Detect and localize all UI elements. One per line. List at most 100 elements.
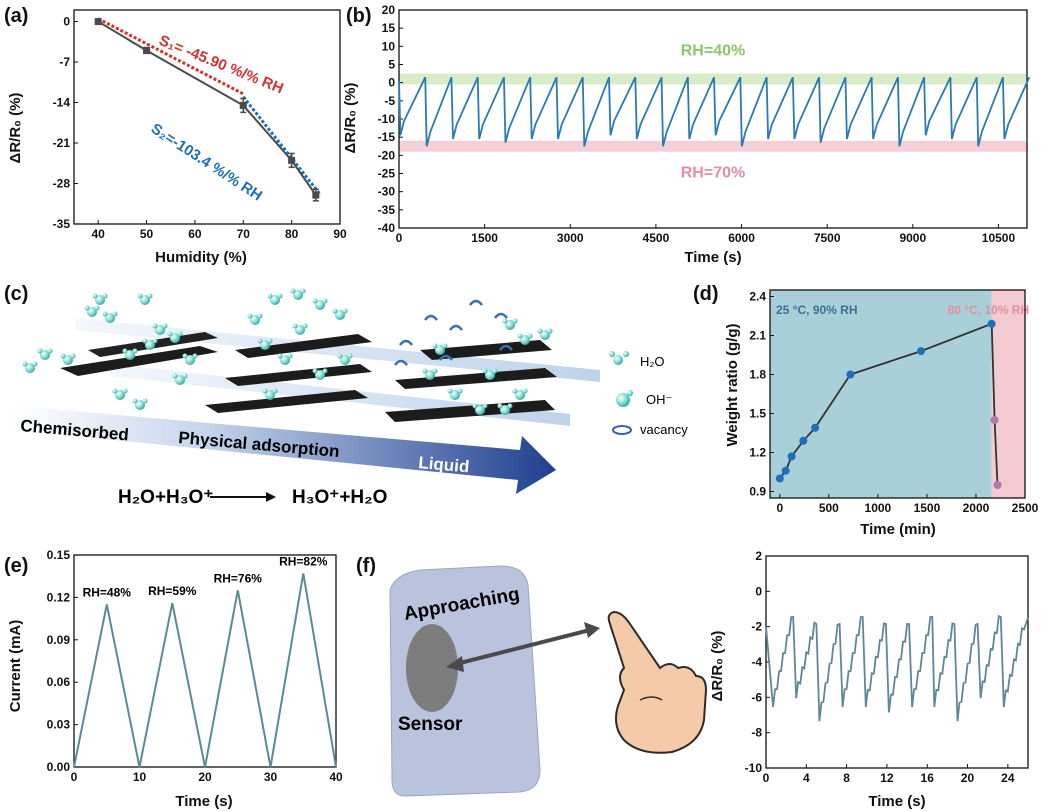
approach-arrow [455,628,591,666]
water-molecule-h [290,288,296,294]
water-molecule [520,335,530,345]
water-molecule-h [512,318,518,324]
water-molecule-h [262,388,268,394]
water-molecule-h [60,353,66,359]
chart-a-xtick-label: 50 [140,227,154,241]
legend-oh: OH⁻ [646,392,672,407]
chart-a-xtick-label: 70 [237,227,251,241]
water-molecule-h [522,388,528,394]
water-molecule-h [137,293,143,299]
water-molecules [22,288,553,415]
chart-d-region [770,290,992,498]
water-molecule [475,405,485,415]
water-molecule [145,340,155,350]
water-molecule-h [32,361,38,367]
graphene-sheet [235,334,372,358]
water-molecule [293,290,303,300]
water-molecule-h [152,338,158,344]
chart-b-ylabel: ΔR/R₀ (%) [342,83,359,154]
water-molecule-h [167,331,173,337]
chart-a-frame [73,9,341,225]
chart-e-ytick-label: 0.15 [47,548,71,562]
water-molecule-h [142,398,148,404]
chart-d-series-line [779,322,999,486]
chart-e-ylabel: Current (mA) [7,620,24,713]
chart-b-series-line [398,76,1031,147]
water-molecule-h [537,328,543,334]
chart-d-xtick-label: 2000 [963,501,990,515]
graphene-sheet [395,368,557,389]
chart-d-ytick-label: 1.2 [749,446,766,460]
water-molecule-h [92,293,98,299]
chart-b-band-label: RH=70% [681,165,745,182]
legend-vacancy: vacancy [640,422,688,437]
chart-e-annotation: RH=59% [148,584,197,598]
schematic-c: H₂O OH⁻ vacancy Chemisorbed Physical ads… [12,288,688,508]
water-molecule-h [182,353,188,359]
chart-b-xtick-label: 10500 [982,231,1016,245]
water-molecule-h [432,368,438,374]
chart-d-ytick-label: 2.1 [749,329,766,343]
water-molecule [95,295,105,305]
water-molecule [125,350,135,360]
chart-e-xtick-label: 20 [198,770,212,784]
chart-e-xtick-label: 0 [71,770,78,784]
sensor-electrode [406,624,458,712]
water-molecule-h [267,338,273,344]
chart-b-ytick-label: 20 [382,3,396,17]
finger-crease [639,696,663,701]
water-molecule [425,370,435,380]
chart-d-xtick-label: 2500 [1012,501,1039,515]
water-molecule [265,390,275,400]
water-molecule-h [432,343,438,349]
chart-d-point [799,436,808,445]
chart-d-point [775,474,784,483]
chart-a-ytick-label: -28 [53,177,71,191]
water-molecule-h [122,388,128,394]
chart-a-point [94,18,102,26]
chart-e: Current (mA) Time (s) 0 10 20 30 40 0.00 0.03 0… [7,548,343,810]
chart-b-xtick-label: 9000 [899,231,926,245]
water-molecule-h [482,403,488,409]
chart-d-ytick-label: 1.8 [749,368,766,382]
chart-d-point [846,370,855,379]
chart-d-xtick-label: 1000 [865,501,892,515]
water-molecule-h [482,368,488,374]
water-molecule-h [492,368,498,374]
chart-e-ytick-label: 0.00 [47,760,71,774]
water-molecule [335,310,345,320]
water-molecule [540,330,550,340]
water-molecule-h [192,353,198,359]
chart-e-ytick-label: 0.09 [47,633,71,647]
chart-a-annotation-s1: S₁= -45.90 %/% RH [157,32,286,97]
chart-b-xtick-label: 1500 [471,231,498,245]
chart-b-xtick-label: 0 [396,231,403,245]
chart-f: ΔR/R₀ (%) Time (s) 0 4 8 12 16 20 2420-2-4-6-8… [709,549,1029,810]
water-molecule [315,300,325,310]
water-molecule-h [152,323,158,329]
chart-d-point [990,416,999,424]
chart-e-annotation: RH=82% [279,554,328,568]
water-molecule-h [112,388,118,394]
water-molecule [63,355,73,365]
chart-b-ytick-label: -40 [378,221,396,235]
water-molecule-h [322,298,328,304]
water-molecule-h [300,288,306,294]
water-molecule-h [507,403,513,409]
water-molecule [340,355,350,365]
chart-d-region-label: 25 °C, 90% RH [776,303,858,317]
chart-f-xtick-label: 8 [843,771,850,785]
water-molecule-h [142,338,148,344]
chart-d-xlabel: Time (min) [860,521,936,538]
h2o-icon [623,351,629,357]
chart-f-ytick-label: -6 [751,690,762,704]
chart-b-xtick-label: 6000 [728,231,755,245]
water-molecule-h [547,328,553,334]
panel-label-a: (a) [4,5,28,27]
chart-d-point [917,347,926,356]
water-molecule-h [37,348,43,354]
water-molecule-h [47,348,53,354]
water-molecule [25,363,35,373]
chart-d-region-label: 80 °C, 10% RH [948,303,1029,317]
